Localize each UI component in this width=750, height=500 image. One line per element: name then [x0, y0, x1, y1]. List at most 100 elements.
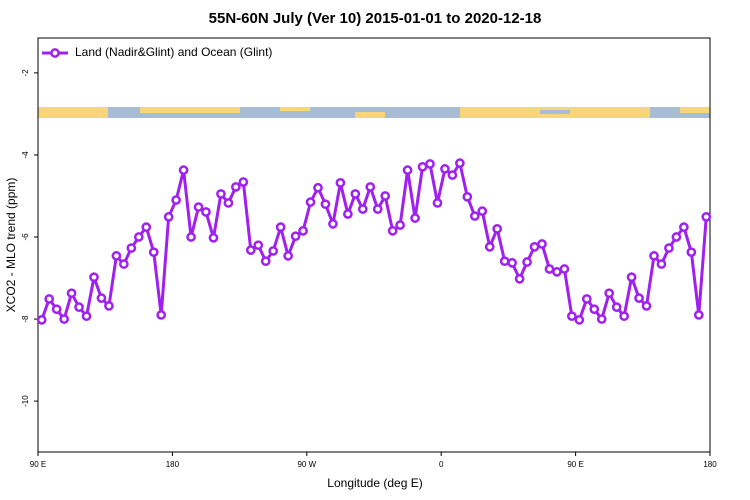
data-point — [611, 302, 622, 313]
data-point — [89, 272, 99, 283]
data-point — [469, 211, 480, 221]
land-patch — [355, 112, 385, 118]
land-patch — [280, 107, 310, 111]
legend-marker — [50, 48, 60, 58]
data-point — [596, 314, 607, 324]
data-point — [343, 209, 353, 219]
data-point — [74, 302, 84, 313]
data-point — [686, 247, 697, 258]
data-point — [148, 247, 159, 258]
data-point — [126, 243, 137, 253]
data-point — [589, 304, 600, 315]
data-point — [111, 251, 122, 261]
data-point — [171, 195, 181, 205]
data-point — [253, 240, 264, 251]
data-point — [649, 251, 659, 261]
data-point — [193, 202, 204, 212]
x-tick-label: 0 — [439, 460, 444, 469]
y-tick-label: -2 — [21, 69, 30, 77]
y-axis-label: XCO2 - MLO trend (ppm) — [4, 178, 18, 313]
data-point — [492, 223, 503, 234]
data-point — [462, 191, 473, 202]
data-point — [156, 310, 167, 320]
data-point — [268, 246, 279, 256]
data-point — [559, 264, 570, 274]
data-point — [693, 310, 704, 320]
data-point — [537, 239, 547, 249]
x-axis-label: Longitude (deg E) — [327, 476, 422, 490]
data-point — [186, 232, 196, 242]
data-point — [104, 301, 114, 311]
x-tick-label: 90 W — [297, 460, 316, 469]
legend-label: Land (Nadir&Glint) and Ocean (Glint) — [75, 45, 272, 59]
data-point — [529, 241, 540, 252]
data-point — [283, 251, 293, 261]
data-point — [372, 204, 383, 214]
data-point — [507, 257, 517, 268]
y-tick-label: -8 — [21, 315, 30, 323]
data-point — [133, 232, 144, 242]
data-point — [514, 274, 525, 284]
y-tick-label: -10 — [21, 395, 30, 407]
data-point — [574, 315, 585, 325]
land-ocean-strip — [38, 107, 710, 118]
data-point — [201, 207, 211, 217]
data-point — [619, 311, 629, 322]
data-point — [260, 256, 271, 267]
data-point — [425, 159, 435, 169]
data-point — [223, 198, 234, 208]
data-point — [59, 314, 69, 324]
y-tick-label: -4 — [21, 151, 30, 159]
data-point — [365, 182, 376, 192]
data-point — [350, 189, 361, 199]
land-patch — [140, 107, 240, 113]
data-point — [44, 294, 55, 304]
data-point — [141, 222, 152, 233]
data-point — [81, 311, 92, 322]
data-point — [313, 182, 323, 193]
y-tick-label: -6 — [21, 233, 30, 241]
data-point — [447, 170, 458, 180]
plot-frame — [37, 37, 711, 453]
data-point — [208, 232, 219, 243]
data-point — [395, 220, 405, 230]
data-point — [290, 231, 301, 242]
data-point — [499, 256, 510, 267]
data-point — [216, 189, 226, 199]
data-point — [320, 199, 331, 210]
data-point — [275, 222, 286, 233]
data-point — [96, 293, 107, 303]
data-point — [552, 267, 562, 277]
land-patch — [38, 107, 108, 118]
data-point — [163, 212, 174, 222]
data-point — [387, 225, 398, 236]
data-point — [178, 165, 189, 175]
data-point — [484, 241, 495, 252]
land-patch — [680, 107, 710, 113]
x-tick-label: 90 E — [567, 460, 583, 469]
data-point — [328, 219, 338, 229]
data-point — [544, 264, 555, 274]
data-point — [119, 259, 129, 269]
data-point — [402, 165, 413, 175]
data-point — [298, 225, 308, 236]
data-point — [440, 164, 450, 174]
data-point — [604, 288, 615, 299]
data-point — [455, 158, 465, 168]
data-point — [51, 304, 62, 315]
x-tick-label: 180 — [166, 460, 180, 469]
data-point — [245, 245, 256, 255]
data-point — [231, 182, 241, 192]
data-point — [641, 301, 652, 311]
data-point — [238, 177, 249, 187]
data-point — [656, 259, 667, 269]
chart-title: 55N-60N July (Ver 10) 2015-01-01 to 2020… — [209, 10, 542, 27]
data-point — [417, 161, 428, 172]
data-point — [357, 204, 368, 214]
data-point — [581, 294, 592, 304]
data-point — [567, 311, 577, 322]
x-tick-label: 180 — [703, 460, 717, 469]
data-point — [634, 293, 644, 303]
